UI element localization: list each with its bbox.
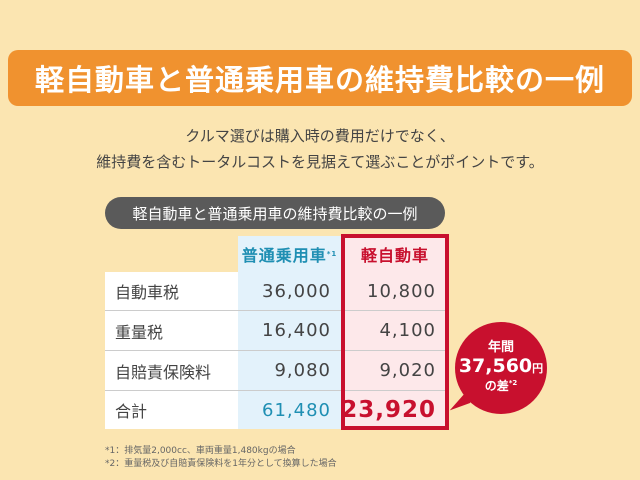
table-caption: 軽自動車と普通乗用車の維持費比較の一例 [105, 197, 445, 229]
bubble-amount: 37,560 [458, 355, 533, 377]
header-kei: 軽自動車 [342, 236, 448, 272]
kei-value: 10,800 [342, 272, 448, 310]
bubble-line3: の差 [484, 379, 509, 393]
footnote-2: *2：重量税及び自賠責保険料を1年分として換算した場合 [105, 459, 337, 469]
header-regular-label: 普通乗用車 [241, 246, 327, 265]
divider [105, 310, 448, 311]
intro-line-2: 維持費を含むトータルコストを見据えて選ぶことがポイントです。 [96, 153, 544, 171]
divider [105, 390, 448, 391]
kei-total: 23,920 [341, 391, 448, 429]
page-title: 軽自動車と普通乗用車の維持費比較の一例 [8, 50, 632, 106]
footnote-1: *1：排気量2,000cc、車両重量1,480kgの場合 [105, 446, 296, 456]
divider [105, 350, 448, 351]
kei-value: 4,100 [342, 311, 448, 350]
regular-value: 36,000 [238, 272, 341, 310]
row-label: 重量税 [105, 311, 238, 350]
row-label: 自賠責保険料 [105, 351, 238, 390]
savings-bubble: 年間 37,560円 の差*2 [455, 322, 547, 414]
kei-value: 9,020 [342, 351, 448, 390]
header-regular: 普通乗用車 *1 [238, 236, 341, 272]
regular-value: 9,080 [238, 351, 341, 390]
bubble-line1: 年間 [487, 340, 514, 355]
intro-line-1: クルマ選びは購入時の費用だけでなく、 [185, 127, 455, 145]
row-label: 自動車税 [105, 272, 238, 310]
bubble-unit: 円 [532, 362, 544, 375]
kei-highlight-frame [341, 234, 449, 430]
regular-total: 61,480 [238, 391, 341, 429]
regular-value: 16,400 [238, 311, 341, 350]
bubble-note: *2 [508, 379, 518, 387]
header-note: *1 [326, 250, 338, 258]
row-label-total: 合計 [105, 391, 238, 429]
